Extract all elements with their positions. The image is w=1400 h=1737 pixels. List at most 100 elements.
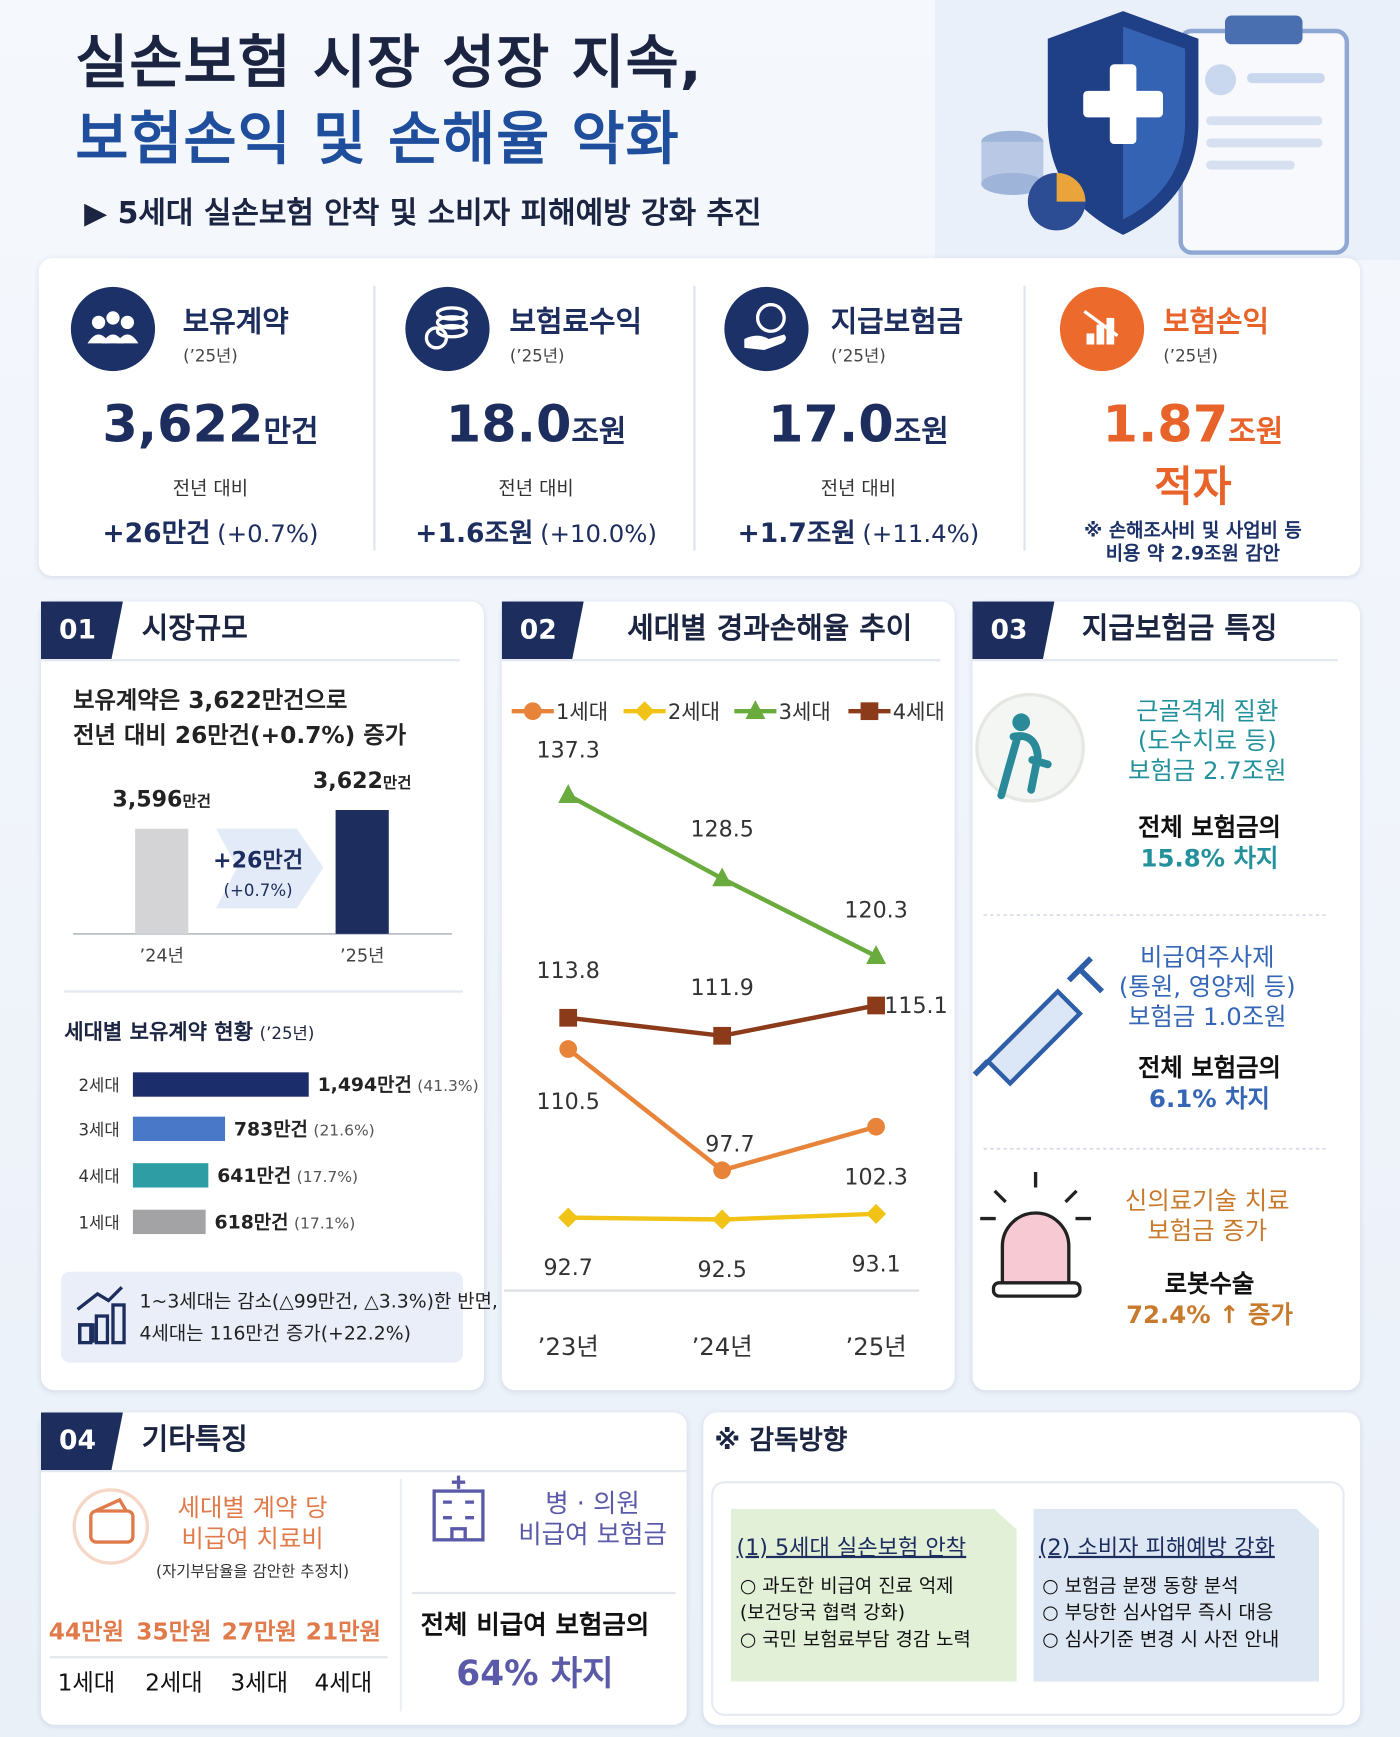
generation-label: 2세대 bbox=[145, 1669, 203, 1696]
kpi-period: (’25년) bbox=[831, 346, 886, 366]
cost-amount: 27만원 bbox=[221, 1618, 297, 1645]
cost-amount: 35만원 bbox=[136, 1618, 212, 1645]
generation-label: 4세대 bbox=[314, 1669, 373, 1696]
note-line: 1~3세대는 감소(△99만건, △3.3%)한 반면, bbox=[139, 1290, 498, 1313]
section-badge bbox=[972, 601, 1055, 660]
section-number: 02 bbox=[519, 613, 557, 645]
kpi-label: 지급보험금 bbox=[830, 305, 964, 340]
highlight-line: 보험금 2.7조원 bbox=[1127, 758, 1287, 786]
kpi-compare-label: 전년 대비 bbox=[498, 477, 574, 500]
kpi-change-amount: +1.7조원 bbox=[737, 517, 856, 549]
direction-heading: (1) 5세대 실손보험 안착 bbox=[736, 1533, 967, 1561]
cost-amount: 44만원 bbox=[48, 1618, 124, 1645]
note-line: 4세대는 116만건 증가(+22.2%) bbox=[139, 1322, 412, 1346]
kpi-change: +1.6조원 (+10.0%) bbox=[415, 517, 657, 550]
direction-item: (보건당국 협력 강화) bbox=[739, 1602, 906, 1625]
kpi-value-number: 17.0 bbox=[768, 393, 894, 454]
kpi-change-pct: (+0.7%) bbox=[217, 520, 319, 549]
detail-line: 6.1% 차지 bbox=[1149, 1086, 1270, 1114]
kpi-value-number: 18.0 bbox=[445, 393, 572, 454]
section-title: 기타특징 bbox=[141, 1423, 248, 1457]
cost-title: 비급여 치료비 bbox=[181, 1525, 324, 1554]
direction-box bbox=[1033, 1508, 1320, 1682]
kpi-value-unit: 조원 bbox=[1228, 414, 1284, 450]
kpi-compare-label: 전년 대비 bbox=[172, 477, 249, 500]
note-box bbox=[60, 1271, 463, 1363]
kpi-value: 18.0조원 bbox=[445, 393, 627, 454]
highlight-line: 비급여주사제 bbox=[1140, 944, 1275, 972]
section-badge bbox=[40, 1412, 123, 1471]
kpi-value: 3,622만건 bbox=[102, 393, 319, 454]
title-line: 보험손익 및 손해율 악화 bbox=[75, 106, 680, 173]
hospital-share: 전체 비급여 보험금의 bbox=[420, 1611, 650, 1641]
detail-line: 72.4% ↑ 증가 bbox=[1126, 1302, 1293, 1330]
summary-line: 전년 대비 26만건(+0.7%) 증가 bbox=[73, 722, 407, 749]
section-04-panel bbox=[40, 1412, 687, 1725]
highlight-line: (통원, 영양제 등) bbox=[1118, 974, 1296, 1002]
section-02-panel bbox=[501, 601, 955, 1391]
section-number: 01 bbox=[59, 613, 97, 645]
kpi-status: 적자 bbox=[1154, 462, 1232, 511]
kpi-note: 비용 약 2.9조원 감안 bbox=[1105, 543, 1281, 566]
kpi-compare-label: 전년 대비 bbox=[820, 477, 897, 500]
kpi-value-unit: 만건 bbox=[263, 414, 319, 450]
highlight-line: 보험금 1.0조원 bbox=[1127, 1004, 1287, 1032]
section-rule bbox=[40, 1470, 687, 1473]
section-rule bbox=[501, 659, 941, 662]
generation-label: 1세대 bbox=[57, 1669, 116, 1696]
direction-item: ○ 국민 보험료부담 경감 노력 bbox=[739, 1628, 971, 1651]
kpi-value-number: 3,622 bbox=[102, 393, 264, 454]
section-01-panel bbox=[40, 601, 485, 1391]
highlight-line: 보험금 증가 bbox=[1147, 1217, 1268, 1246]
kpi-label: 보유계약 bbox=[182, 305, 289, 340]
detail-line: 전체 보험금의 bbox=[1137, 1054, 1281, 1083]
section-number: 03 bbox=[990, 613, 1028, 645]
kpi-note: ※ 손해조사비 및 사업비 등 bbox=[1083, 519, 1302, 542]
cost-note: (자기부담율을 감안한 추정치) bbox=[155, 1563, 350, 1581]
kpi-value-number: 1.87 bbox=[1102, 393, 1229, 454]
highlight-line: 신의료기술 치료 bbox=[1124, 1187, 1290, 1216]
kpi-period: (’25년) bbox=[509, 346, 565, 366]
kpi-change-pct: (+11.4%) bbox=[862, 520, 980, 549]
kpi-label: 보험손익 bbox=[1162, 305, 1269, 340]
highlight-line: (도수치료 등) bbox=[1137, 728, 1277, 756]
kpi-label: 보험료수익 bbox=[509, 305, 642, 340]
kpi-period: (’25년) bbox=[1163, 346, 1218, 366]
direction-item: ○ 보험금 분쟁 동향 분석 bbox=[1042, 1575, 1239, 1598]
title-line: 실손보험 시장 성장 지속, bbox=[75, 30, 703, 97]
direction-box bbox=[731, 1508, 1017, 1682]
header-illustration bbox=[934, 0, 1400, 261]
direction-item: ○ 심사기준 변경 시 사전 안내 bbox=[1042, 1628, 1280, 1651]
kpi-change: +1.7조원 (+11.4%) bbox=[737, 517, 980, 550]
kpi-value-unit: 조원 bbox=[893, 414, 949, 450]
supervision-title: ※ 감독방향 bbox=[714, 1424, 848, 1456]
detail-line: 로봇수술 bbox=[1164, 1271, 1255, 1299]
kpi-change-amount: +1.6조원 bbox=[415, 517, 534, 549]
section-rule bbox=[972, 659, 1338, 662]
hospital-share: 64% 차지 bbox=[456, 1654, 614, 1694]
detail-line: 15.8% 차지 bbox=[1140, 845, 1279, 874]
section-badge bbox=[40, 601, 123, 660]
kpi-value: 1.87조원 bbox=[1102, 393, 1284, 454]
kpi-change-pct: (+10.0%) bbox=[540, 520, 657, 549]
highlight-line: 근골격계 질환 bbox=[1136, 698, 1279, 726]
cost-title: 세대별 계약 당 bbox=[177, 1494, 328, 1523]
kpi-value-unit: 조원 bbox=[571, 414, 627, 450]
section-title: 지급보험금 특징 bbox=[1081, 612, 1278, 646]
cost-amount: 21만원 bbox=[305, 1618, 381, 1645]
hospital-title: 병 · 의원 bbox=[545, 1489, 640, 1519]
kpi-change: +26만건 (+0.7%) bbox=[102, 518, 319, 550]
section-number: 04 bbox=[59, 1424, 97, 1456]
direction-item: ○ 과도한 비급여 진료 억제 bbox=[739, 1575, 954, 1598]
detail-line: 전체 보험금의 bbox=[1137, 814, 1281, 843]
section-rule bbox=[40, 659, 460, 662]
direction-item: ○ 부당한 심사업무 즉시 대응 bbox=[1042, 1602, 1274, 1625]
summary-line: 보유계약은 3,622만건으로 bbox=[73, 686, 348, 714]
section-badge bbox=[501, 601, 584, 660]
hospital-title: 비급여 보험금 bbox=[518, 1520, 667, 1550]
subtitle: ▶ 5세대 실손보험 안착 및 소비자 피해예방 강화 추진 bbox=[84, 196, 762, 231]
section-title: 세대별 경과손해율 추이 bbox=[627, 612, 913, 646]
kpi-period: (’25년) bbox=[183, 346, 238, 366]
